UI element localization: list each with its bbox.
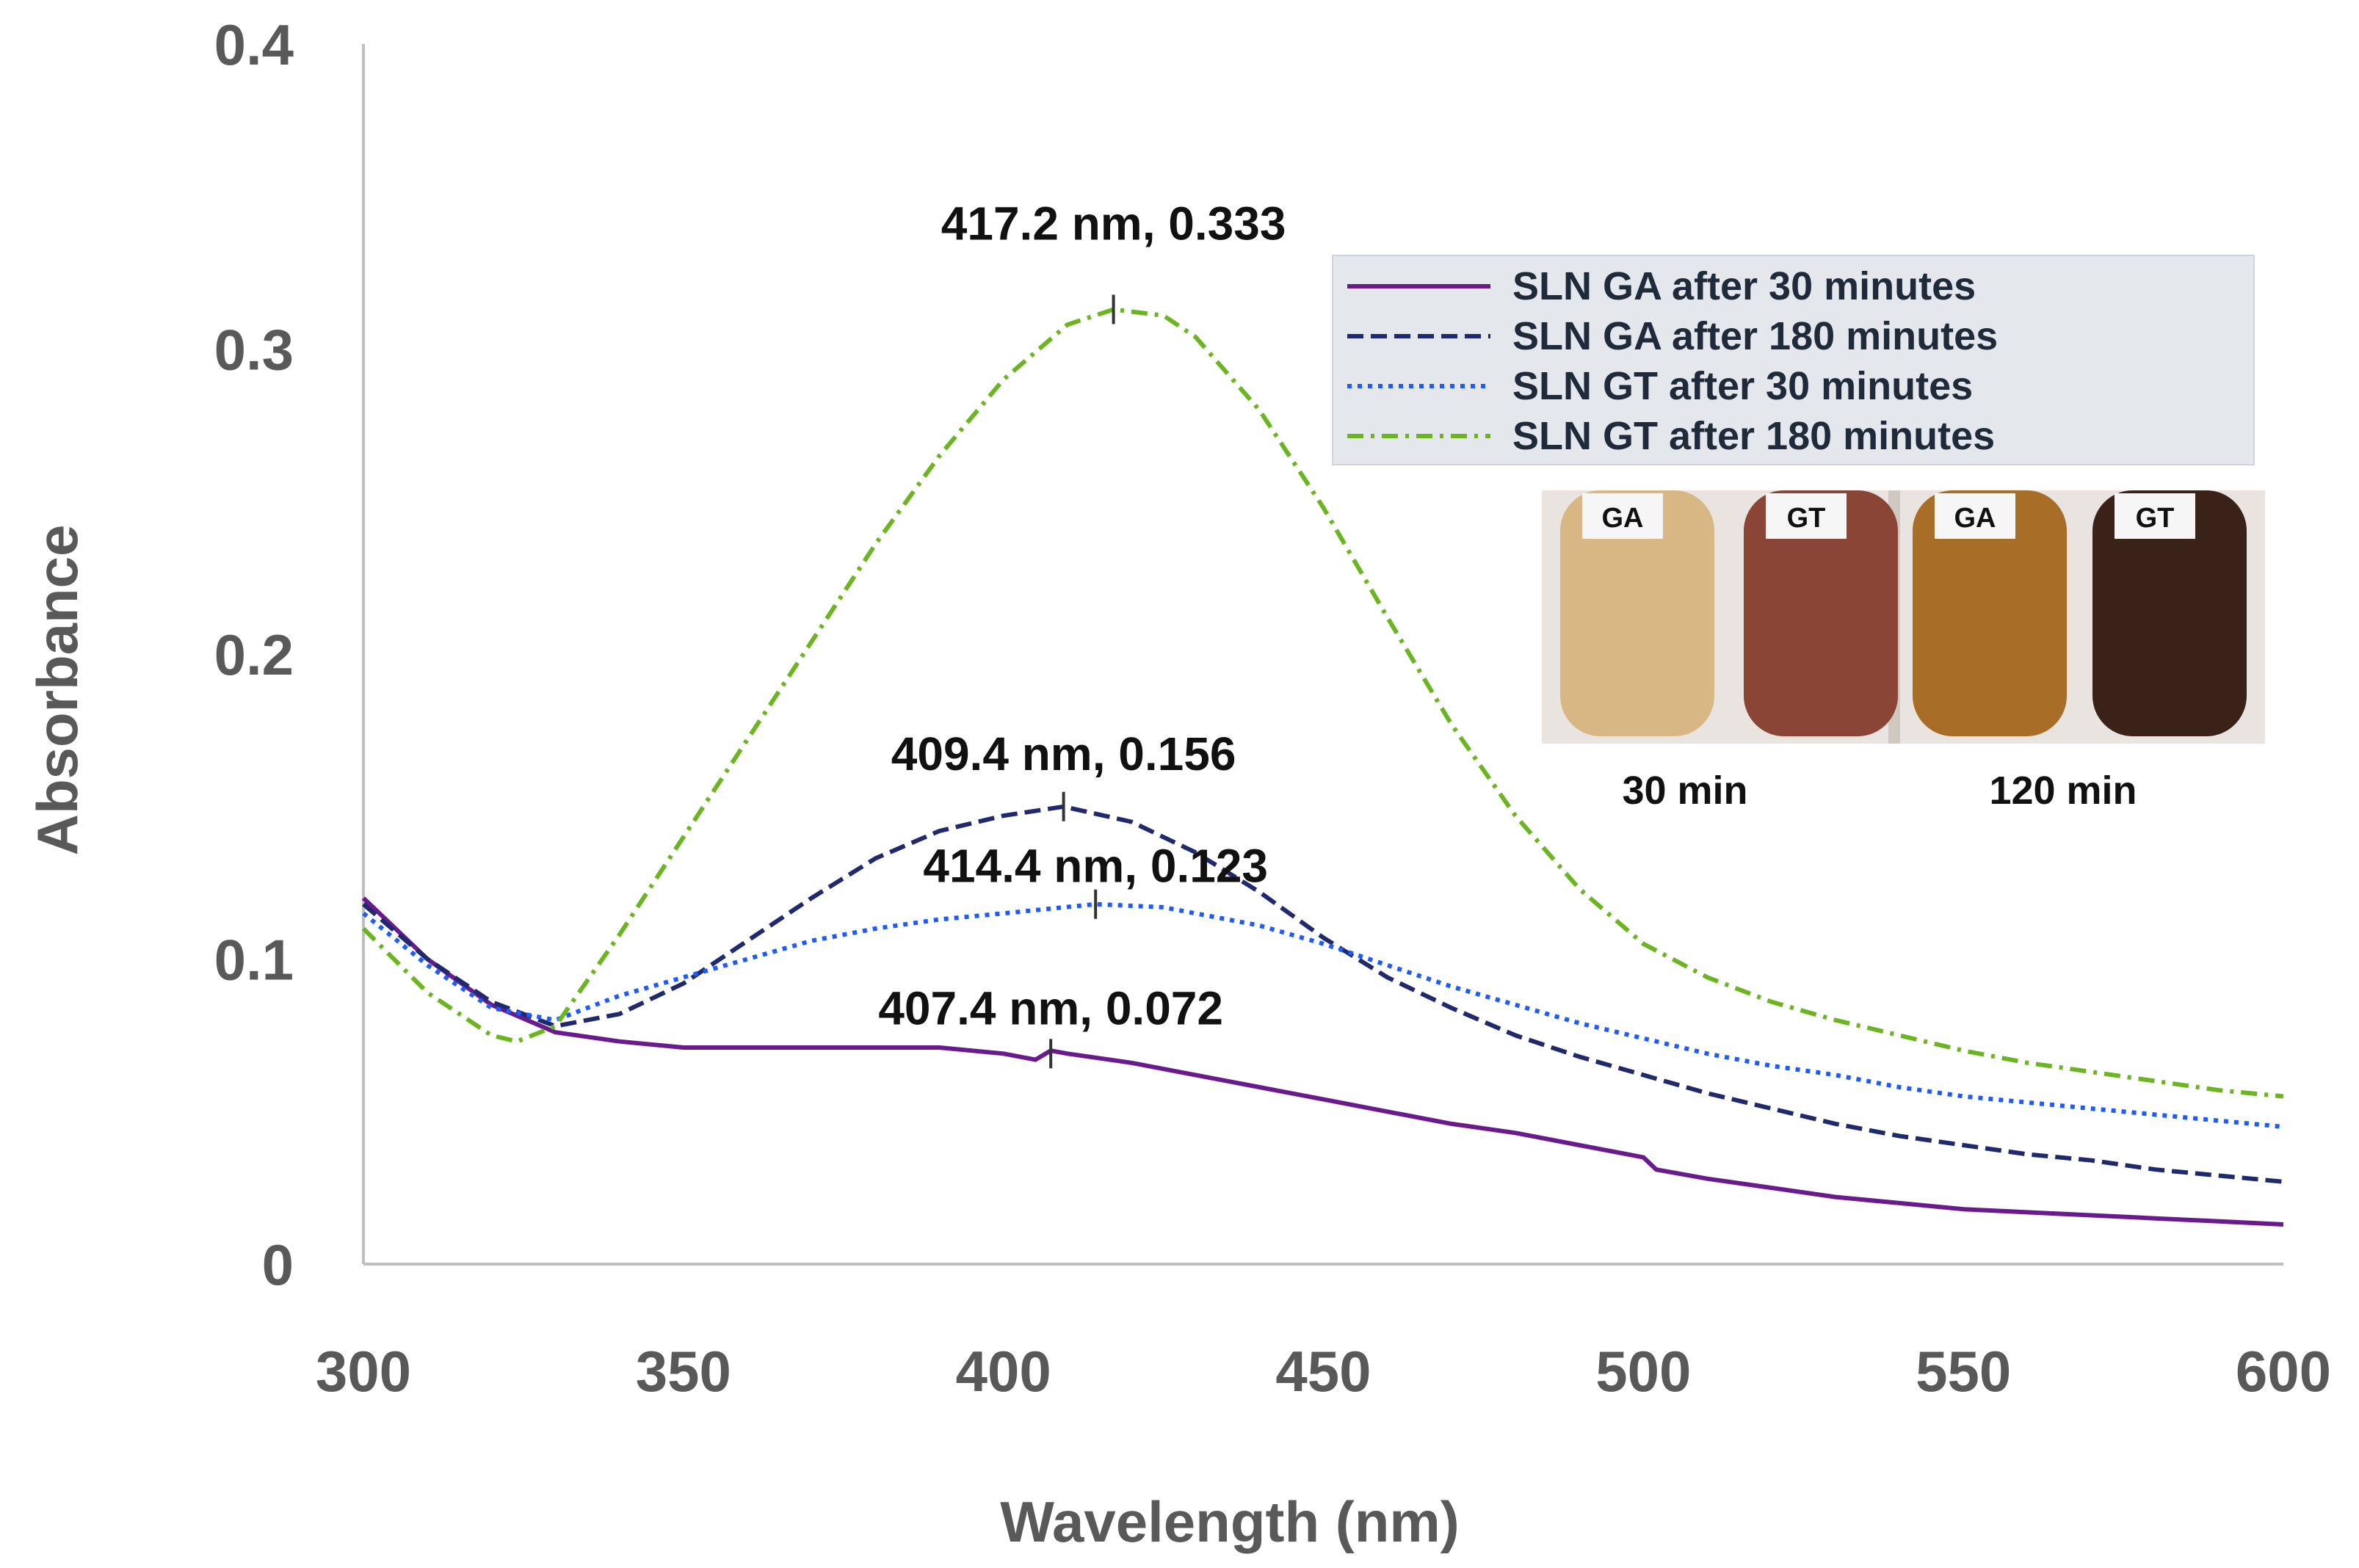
y-axis-title: Absorbance <box>25 525 90 856</box>
peak-label: 417.2 nm, 0.333 <box>941 197 1286 250</box>
peak-label: 414.4 nm, 0.123 <box>923 840 1268 893</box>
peak-label: 407.4 nm, 0.072 <box>878 981 1223 1034</box>
legend-label: SLN GT after 30 minutes <box>1512 364 1973 408</box>
vial-label-paper <box>1766 493 1847 539</box>
x-tick-label: 400 <box>956 1339 1051 1404</box>
annotation-layer: 417.2 nm, 0.333 409.4 nm, 0.156 414.4 nm, … <box>878 197 1286 1069</box>
y-tick-label: 0.2 <box>214 623 294 687</box>
legend-label: SLN GA after 30 minutes <box>1512 264 1976 308</box>
photo-caption: 30 min <box>1622 769 1747 813</box>
x-tick-label: 450 <box>1275 1339 1371 1404</box>
y-tick-label: 0.3 <box>214 318 294 382</box>
series-line-4 <box>361 307 2284 1099</box>
vial-label-paper <box>2115 493 2195 539</box>
legend: SLN GA after 30 minutes SLN GA after 180 … <box>1332 255 2255 465</box>
series-layer <box>361 307 2284 1227</box>
photo-caption: 120 min <box>1989 769 2137 813</box>
legend-label: SLN GT after 180 minutes <box>1512 414 1995 458</box>
y-tick-label: 0.1 <box>214 928 294 992</box>
series-line-2 <box>362 804 2284 1184</box>
x-tick-label: 550 <box>1916 1339 2011 1404</box>
inset-photo: GA GT GA GT 30 min 120 min <box>1542 490 2265 813</box>
series-line-1 <box>361 896 2284 1227</box>
x-tick-label: 600 <box>2236 1339 2331 1404</box>
x-axis-title: Wavelength (nm) <box>1000 1489 1459 1554</box>
vial-tag: GA <box>1954 503 1996 534</box>
vial <box>1560 490 1714 736</box>
x-tick-label: 350 <box>636 1339 731 1404</box>
peak-label: 409.4 nm, 0.156 <box>891 727 1236 780</box>
vial-label-paper <box>1582 493 1663 539</box>
x-tick-label: 300 <box>316 1339 411 1404</box>
x-tick-label: 500 <box>1595 1339 1691 1404</box>
vial <box>2092 490 2247 736</box>
y-tick-label: 0 <box>262 1233 294 1297</box>
vial-tag: GT <box>2136 503 2175 534</box>
vial-tag: GA <box>1602 503 1644 534</box>
vial <box>1744 490 1898 736</box>
y-tick-labels: 0 0.1 0.2 0.3 0.4 <box>214 12 294 1297</box>
legend-box <box>1332 255 2255 465</box>
vial <box>1913 490 2067 736</box>
y-tick-label: 0.4 <box>214 12 294 77</box>
x-tick-labels: 300 350 400 450 500 550 600 <box>316 1339 2331 1404</box>
vial-tag: GT <box>1787 503 1826 534</box>
legend-label: SLN GA after 180 minutes <box>1512 314 1998 358</box>
vial-label-paper <box>1935 493 2015 539</box>
